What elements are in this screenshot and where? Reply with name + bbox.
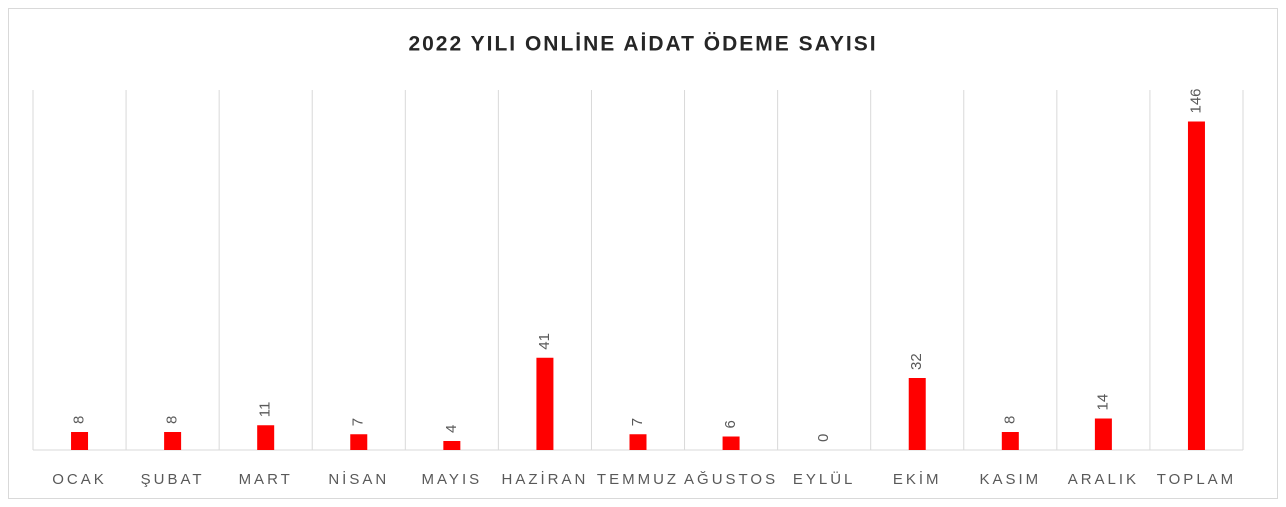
x-tick-label: MART [239, 471, 293, 488]
data-label: 8 [164, 416, 181, 424]
data-label: 41 [536, 333, 553, 350]
bar [443, 441, 461, 450]
bar [536, 357, 554, 450]
data-label: 7 [350, 418, 367, 426]
bar [350, 434, 368, 450]
data-label: 8 [1001, 416, 1018, 424]
data-label: 4 [443, 425, 460, 433]
bar [257, 425, 275, 450]
bar [722, 436, 740, 450]
bar [1001, 432, 1019, 450]
x-tick-label: ARALIK [1068, 471, 1139, 488]
bar [629, 434, 647, 450]
x-tick-label: OCAK [52, 471, 107, 488]
bar [164, 432, 182, 450]
x-tick-label: TOPLAM [1157, 471, 1236, 488]
bar [1187, 121, 1205, 450]
x-tick-label: MAYIS [422, 471, 483, 488]
data-label: 8 [71, 416, 88, 424]
data-label: 6 [722, 420, 739, 428]
data-label: 32 [908, 353, 925, 370]
data-label: 14 [1094, 394, 1111, 411]
data-label: 0 [815, 434, 832, 442]
chart-frame [8, 8, 1278, 499]
x-tick-label: TEMMUZ [597, 471, 679, 488]
bar [1094, 418, 1112, 450]
bar [908, 378, 926, 450]
data-label: 7 [629, 418, 646, 426]
x-tick-label: HAZİRAN [502, 470, 589, 488]
x-tick-label: EYLÜL [793, 470, 856, 488]
x-tick-label: NİSAN [328, 470, 389, 488]
x-tick-label: KASIM [979, 471, 1041, 488]
x-tick-label: AĞUSTOS [684, 471, 778, 488]
chart-title: 2022 YILI ONLİNE AİDAT ÖDEME SAYISI [408, 33, 877, 56]
data-label: 146 [1187, 88, 1204, 113]
bar [71, 432, 89, 450]
x-tick-label: EKİM [893, 470, 942, 488]
x-tick-label: ŞUBAT [141, 471, 205, 488]
data-label: 11 [257, 402, 274, 418]
